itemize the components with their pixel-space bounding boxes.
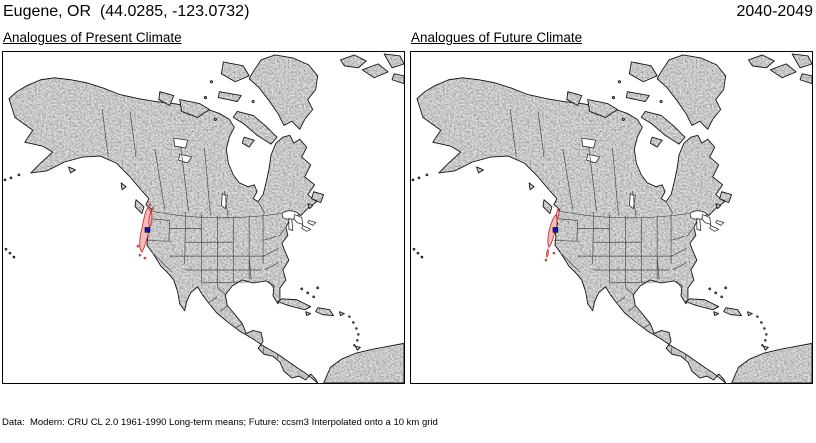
attribution-data-line: Data: Modern: CRU CL 2.0 1961-1990 Long-… — [2, 417, 438, 428]
attribution-block: Data: Modern: CRU CL 2.0 1961-1990 Long-… — [2, 389, 686, 443]
north-america-map-present — [3, 52, 404, 383]
future-climate-map-panel — [410, 51, 813, 384]
target-location-marker-present — [144, 227, 151, 233]
future-panel-title: Analogues of Future Climate — [411, 30, 583, 45]
target-location-marker-future — [552, 227, 559, 233]
analogue-region-future — [544, 207, 560, 262]
page-title: Eugene, OR (44.0285, -123.0732) — [3, 3, 250, 20]
present-panel-title: Analogues of Present Climate — [3, 30, 182, 45]
present-climate-map-panel — [2, 51, 405, 384]
north-america-map-future — [411, 52, 812, 383]
period-label: 2040-2049 — [736, 3, 813, 20]
